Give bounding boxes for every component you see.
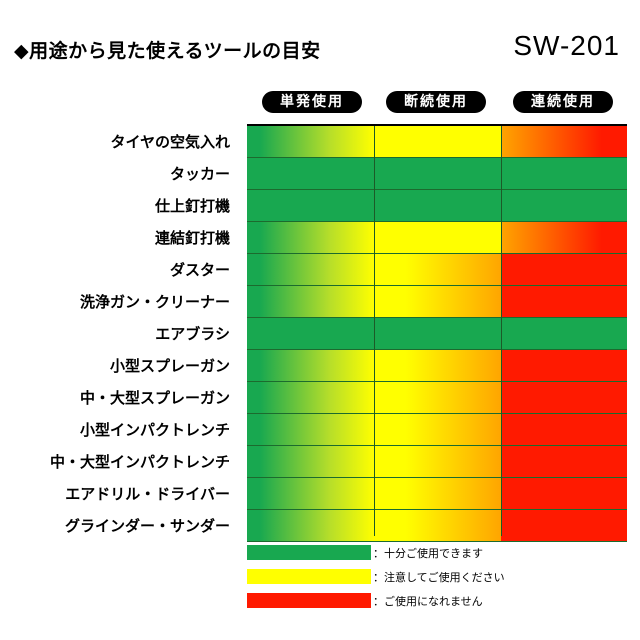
heatmap-cell [247,446,374,477]
legend-label: ：注意してご使用ください [373,571,505,584]
heatmap-cell [374,318,501,349]
row-label: ダスター [169,261,230,279]
row-label: タッカー [169,165,230,183]
row-label: 中・大型インパクトレンチ [49,453,230,471]
heatmap-cell [374,254,501,285]
heatmap-row [247,190,627,222]
legend-swatch-yellow [247,569,371,584]
heatmap-cell [247,414,374,445]
heatmap-cell [247,510,374,541]
heatmap-cell [374,190,501,221]
column-header: 断続使用 [386,91,486,113]
heatmap-cell [247,286,374,317]
heatmap-cell [374,414,501,445]
heatmap-cell [501,286,627,317]
heatmap-cell [501,222,627,253]
legend-swatch-green [247,545,371,560]
heatmap-row [247,222,627,254]
heatmap-row [247,254,627,286]
legend-label: ：ご使用になれません [373,595,483,608]
heatmap-row [247,126,627,158]
heatmap-row [247,446,627,478]
heatmap-cell [247,126,374,157]
row-label: タイヤの空気入れ [110,133,230,151]
heatmap-cell [374,350,501,381]
row-label: 小型インパクトレンチ [79,421,230,439]
heatmap-cell [374,286,501,317]
usage-heatmap [247,124,627,542]
heatmap-row [247,382,627,414]
heatmap-cell [247,254,374,285]
heatmap-cell [247,382,374,413]
heatmap-cell [501,318,627,349]
heatmap-cell [501,446,627,477]
heatmap-row [247,158,627,190]
model-number: SW-201 [513,30,620,61]
heatmap-row [247,318,627,350]
heatmap-cell [247,350,374,381]
heatmap-cell [374,478,501,509]
heatmap-row [247,510,627,542]
heatmap-cell [501,254,627,285]
heatmap-cell [247,190,374,221]
column-header: 単発使用 [262,91,362,113]
column-divider [501,126,502,536]
heatmap-row [247,478,627,510]
row-label: 小型スプレーガン [109,357,230,375]
heatmap-cell [374,126,501,157]
heatmap-cell [374,158,501,189]
heatmap-row [247,414,627,446]
heatmap-cell [247,222,374,253]
row-label: 仕上釘打機 [154,197,230,215]
heatmap-cell [501,126,627,157]
heatmap-cell [374,446,501,477]
heatmap-cell [247,318,374,349]
heatmap-cell [374,510,501,541]
heatmap-cell [501,158,627,189]
heatmap-cell [501,414,627,445]
column-header: 連続使用 [513,91,613,113]
legend-swatch-red [247,593,371,608]
heatmap-cell [501,382,627,413]
page-title: ◆用途から見た使えるツールの目安 [14,40,321,62]
heatmap-row [247,350,627,382]
row-label: 洗浄ガン・クリーナー [79,293,230,311]
row-label: エアブラシ [155,325,230,343]
heatmap-cell [374,222,501,253]
legend-label: ：十分ご使用できます [373,547,483,560]
row-label: 中・大型スプレーガン [79,389,230,407]
heatmap-row [247,286,627,318]
heatmap-cell [247,478,374,509]
row-label: エアドリル・ドライバー [65,485,230,503]
heatmap-cell [501,350,627,381]
row-label: 連結釘打機 [154,229,230,247]
heatmap-cell [247,158,374,189]
heatmap-cell [374,382,501,413]
heatmap-cell [501,190,627,221]
heatmap-cell [501,478,627,509]
heatmap-cell [501,510,627,541]
row-label: グラインダー・サンダー [64,517,230,535]
column-divider [374,126,375,536]
